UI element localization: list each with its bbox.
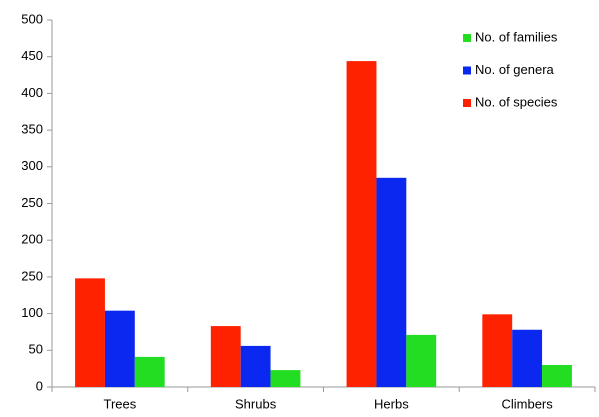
y-tick-label: 350 xyxy=(21,122,43,137)
x-tick-label: Trees xyxy=(104,396,137,411)
bar xyxy=(406,334,437,387)
x-tick-label: Herbs xyxy=(374,396,409,411)
bar xyxy=(270,370,301,387)
bar xyxy=(240,345,271,387)
legend-label: No. of genera xyxy=(475,62,555,77)
bar xyxy=(134,356,165,387)
legend-swatch xyxy=(463,99,471,107)
legend-label: No. of families xyxy=(475,29,558,44)
bar xyxy=(376,177,407,387)
bar xyxy=(104,310,135,387)
y-tick-label: 0 xyxy=(36,378,43,393)
x-tick-label: Climbers xyxy=(501,396,553,411)
bar xyxy=(482,314,513,387)
x-tick-label: Shrubs xyxy=(235,396,277,411)
y-tick-label: 450 xyxy=(21,48,43,63)
y-tick-label: 250 xyxy=(21,195,43,210)
legend-swatch xyxy=(463,34,471,42)
legend-label: No. of species xyxy=(475,94,558,109)
y-tick-label: 400 xyxy=(21,85,43,100)
bar xyxy=(542,364,572,387)
y-tick-label: 200 xyxy=(21,232,43,247)
y-tick-label: 300 xyxy=(21,158,43,173)
y-tick-label: 500 xyxy=(21,11,43,26)
y-tick-label: 250 xyxy=(21,268,43,283)
bar xyxy=(512,329,543,387)
bar xyxy=(210,326,241,387)
y-tick-label: 50 xyxy=(29,342,43,357)
bar xyxy=(75,278,105,387)
legend-swatch xyxy=(463,66,471,75)
y-tick-label: 100 xyxy=(21,305,43,320)
bar xyxy=(346,61,377,387)
